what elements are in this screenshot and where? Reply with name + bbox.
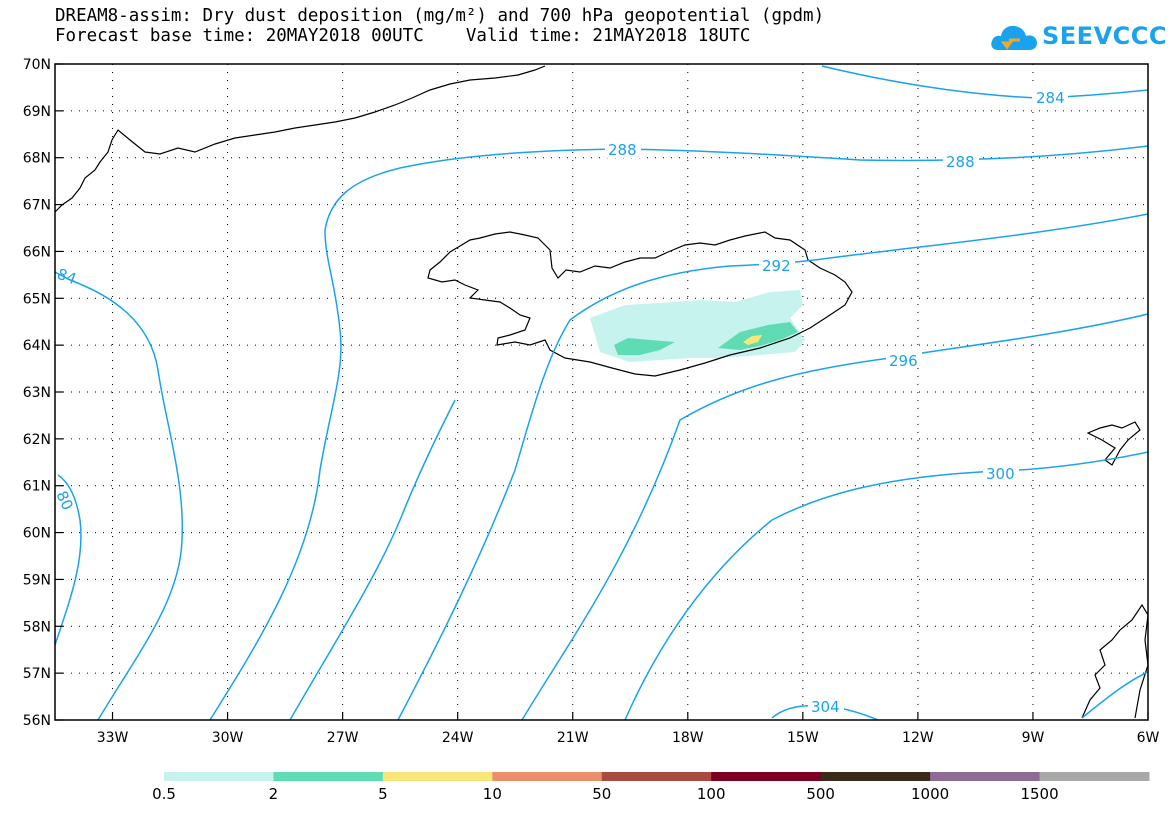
contour-label-288-a: 288 (608, 141, 637, 159)
lon-tick-label: 6W (1137, 730, 1160, 746)
colorbar-label: 1000 (911, 785, 949, 803)
greenland-coastline (54, 65, 546, 213)
cloud-icon (991, 25, 1037, 50)
contour-west-fill (289, 399, 456, 721)
contour-300 (771, 451, 1149, 521)
contour-label-84: 84 (55, 265, 79, 288)
colorbar-segment (492, 772, 603, 781)
lon-tick-label: 21W (557, 730, 589, 746)
colorbar-segment (273, 772, 384, 781)
lat-tick-label: 64N (23, 338, 51, 354)
lon-tick-label: 18W (672, 730, 704, 746)
map-frame (54, 63, 1149, 721)
lat-tick-label: 61N (23, 479, 51, 495)
colorbar-label: 2 (269, 785, 279, 803)
lat-tick-label: 60N (23, 526, 51, 542)
colorbar-segment (1039, 772, 1150, 781)
contour-label-288-b: 288 (946, 153, 975, 171)
contour-fareast (1081, 671, 1149, 719)
lon-tick-label: 9W (1022, 730, 1045, 746)
colorbar-label: 1500 (1020, 785, 1058, 803)
colorbar-label: 0.5 (152, 785, 176, 803)
contour-label-304: 304 (811, 698, 840, 716)
lat-tick-label: 58N (23, 619, 51, 635)
colorbar-segment (164, 772, 274, 781)
colorbar-label: 10 (483, 785, 502, 803)
contour-288 (324, 145, 1149, 231)
lon-tick-label: 33W (97, 730, 129, 746)
lon-tick-label: 27W (327, 730, 359, 746)
contour-label-284: 284 (1036, 89, 1065, 107)
colorbar: 0.5 2 5 10 50 100 500 1000 1500 (152, 772, 1150, 803)
gridlines (55, 64, 1148, 720)
lat-tick-label: 67N (23, 198, 51, 214)
lat-tick-label: 66N (23, 244, 51, 260)
contour-labels: 284 288 288 292 296 300 304 84 80 (52, 88, 1068, 716)
lon-tick-label: 30W (212, 730, 244, 746)
dust-area-peak (743, 335, 762, 345)
dust-shading (590, 290, 805, 362)
contour-300-south (624, 519, 773, 721)
logo-text: SEEVCCC (1042, 22, 1167, 50)
contour-label-300: 300 (986, 465, 1015, 483)
colorbar-segment (930, 772, 1041, 781)
contour-292 (397, 213, 1149, 721)
faroe-islands (1086, 421, 1141, 466)
longitude-axis: 33W 30W 27W 24W 21W 18W 15W 12W 9W 6W (97, 712, 1160, 746)
geopotential-contours (54, 65, 1149, 721)
contour-west-inner (54, 271, 184, 721)
lat-tick-label: 63N (23, 385, 51, 401)
lat-tick-label: 62N (23, 432, 51, 448)
scotland-coastline (1081, 603, 1149, 719)
title-line-2: Forecast base time: 20MAY2018 00UTC Vali… (55, 26, 751, 46)
colorbar-label: 100 (697, 785, 726, 803)
contour-296 (521, 313, 1149, 721)
seevccc-logo: SEEVCCC (990, 20, 1167, 56)
colorbar-segment (382, 772, 493, 781)
lon-tick-label: 15W (787, 730, 819, 746)
lat-tick-label: 70N (23, 57, 51, 73)
latitude-axis: 70N 69N 68N 67N 66N 65N 64N 63N 62N 61N 60N 59N 58N 5… (23, 57, 63, 729)
lat-tick-label: 57N (23, 666, 51, 682)
contour-west-mid (209, 229, 342, 721)
colorbar-segment (820, 772, 931, 781)
lat-tick-label: 65N (23, 291, 51, 307)
lon-tick-label: 12W (902, 730, 934, 746)
lat-tick-label: 69N (23, 104, 51, 120)
lat-tick-label: 56N (23, 713, 51, 729)
title-line-1: DREAM8-assim: Dry dust deposition (mg/m²… (55, 6, 825, 26)
iceland-coastline (427, 231, 853, 377)
lon-tick-label: 24W (442, 730, 474, 746)
contour-label-292: 292 (762, 257, 791, 275)
colorbar-label: 50 (592, 785, 611, 803)
lat-tick-label: 59N (23, 572, 51, 588)
contour-label-80: 80 (52, 488, 76, 513)
lat-tick-label: 68N (23, 151, 51, 167)
coastlines (54, 65, 1149, 719)
colorbar-label: 5 (378, 785, 388, 803)
contour-label-296: 296 (889, 352, 918, 370)
colorbar-segment (601, 772, 712, 781)
dust-area-mid-west (614, 338, 675, 355)
contour-284-northeast (821, 65, 1149, 99)
colorbar-segment (711, 772, 822, 781)
contour-westmost (54, 474, 82, 646)
colorbar-label: 500 (806, 785, 835, 803)
